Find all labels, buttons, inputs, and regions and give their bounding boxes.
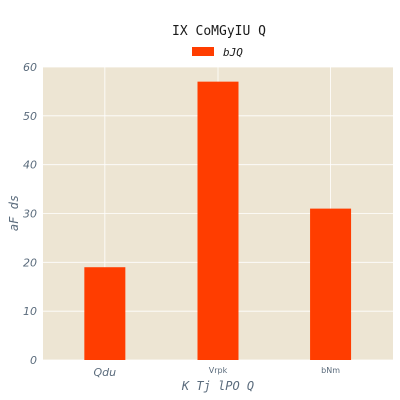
legend-swatch	[192, 47, 214, 56]
x-axis-label: K Tj lPO Q	[181, 379, 254, 393]
x-axis-ticks: Qdu Vrpk bNm	[94, 366, 341, 379]
chart-title: IX CoMGyIU Q	[172, 24, 266, 39]
bar-bNm	[310, 208, 352, 360]
x-tick-label: bNm	[321, 366, 340, 375]
x-tick-label: Vrpk	[209, 366, 228, 375]
y-tick-label: 30	[23, 208, 37, 221]
bar-Qdu	[84, 267, 126, 360]
bars	[84, 81, 352, 361]
y-tick-label: 60	[23, 61, 37, 74]
bar-Vrpk	[197, 81, 239, 361]
y-tick-label: 50	[23, 110, 37, 123]
y-tick-label: 20	[23, 256, 37, 269]
y-tick-label: 40	[23, 159, 37, 172]
legend: bJQ	[192, 46, 243, 59]
y-axis-label: aF ds	[7, 195, 21, 231]
y-tick-label: 0	[30, 354, 37, 367]
x-tick-label: Qdu	[94, 366, 117, 379]
y-axis-ticks: 0 10 20 30 40 50 60	[23, 61, 37, 367]
y-tick-label: 10	[23, 305, 37, 318]
legend-label: bJQ	[223, 46, 243, 59]
